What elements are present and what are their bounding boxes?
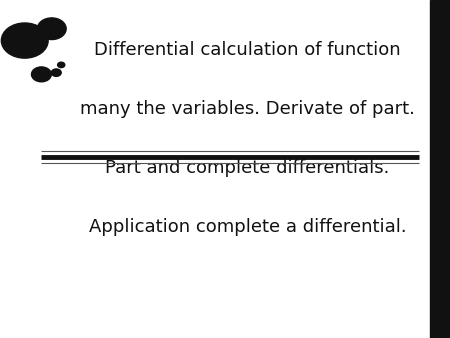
Bar	[430, 0, 450, 338]
Circle shape	[58, 62, 65, 68]
Circle shape	[37, 18, 66, 40]
Circle shape	[1, 23, 48, 58]
Text: Application complete a differential.: Application complete a differential.	[89, 218, 406, 236]
Text: Differential calculation of function: Differential calculation of function	[94, 41, 401, 58]
Text: many the variables. Derivate of part.: many the variables. Derivate of part.	[80, 100, 415, 118]
Circle shape	[32, 67, 51, 82]
Circle shape	[51, 69, 61, 76]
Text: Part and complete differentials.: Part and complete differentials.	[105, 159, 390, 177]
